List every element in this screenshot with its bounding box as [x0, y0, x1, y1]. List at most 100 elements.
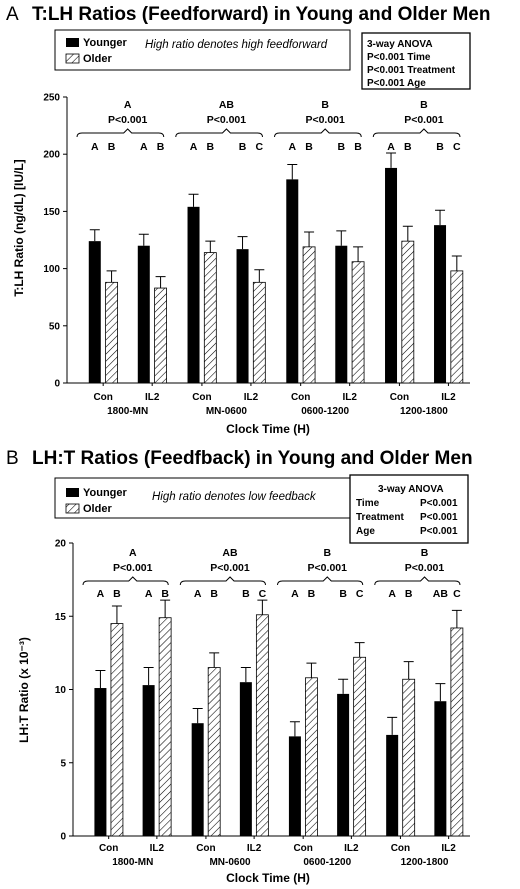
y-tick-label: 100 — [43, 264, 60, 275]
bar-younger — [191, 723, 204, 836]
error-bar-older — [106, 270, 117, 283]
x-tick-label: IL2 — [150, 843, 165, 854]
sig-letter: C — [356, 588, 364, 600]
sig-letter: B — [157, 141, 165, 153]
group-sig-letter: B — [321, 99, 329, 111]
x-tick-label: Con — [293, 843, 312, 854]
group-sig-letter: B — [420, 99, 428, 111]
x-tick-label: IL2 — [244, 392, 259, 403]
anova-b-treatment-p: P<0.001 — [420, 512, 458, 523]
panel-a: A T:LH Ratios (Feedforward) in Young and… — [6, 4, 490, 436]
error-bar-older — [353, 246, 364, 262]
bar-older — [353, 656, 367, 837]
bar-older — [252, 281, 266, 384]
y-tick-label: 0 — [54, 379, 60, 390]
sig-letter: B — [108, 141, 116, 153]
x-group-label: 0600-1200 — [303, 857, 351, 868]
error-bar-younger — [240, 667, 251, 683]
x-tick-label: IL2 — [145, 392, 160, 403]
legend-older-b: Older — [83, 503, 112, 515]
group-bracket — [277, 576, 364, 586]
x-group-label: MN-0600 — [206, 406, 248, 417]
panel-a-label: A — [6, 4, 19, 25]
x-group-label: 1200-1800 — [400, 406, 448, 417]
anova-b-age-p: P<0.001 — [420, 526, 458, 537]
y-tick-label: 5 — [60, 758, 66, 769]
sig-letter: C — [453, 141, 461, 153]
anova-b-time-p: P<0.001 — [420, 498, 458, 509]
bar-younger — [386, 734, 399, 836]
sig-letter: B — [210, 588, 218, 600]
sig-letter: AB — [433, 588, 449, 600]
error-bar-older — [403, 661, 414, 680]
legend-younger-swatch-b — [66, 488, 79, 497]
panel-a-title: T:LH Ratios (Feedforward) in Young and O… — [32, 4, 490, 25]
error-bar-younger — [387, 716, 398, 735]
x-group-label: MN-0600 — [209, 857, 251, 868]
sig-letter: B — [207, 141, 215, 153]
bar-younger — [88, 241, 101, 383]
error-bar-older — [451, 609, 462, 628]
bar-younger — [337, 693, 350, 836]
error-bar-younger — [435, 209, 446, 226]
bar-older — [450, 627, 464, 837]
x-tick-label: IL2 — [344, 843, 359, 854]
anova-b-age: Age — [356, 526, 375, 537]
bar-older — [207, 667, 221, 837]
bar-older — [351, 261, 365, 384]
y-tick-label: 200 — [43, 150, 60, 161]
x-tick-label: Con — [99, 843, 118, 854]
group-bracket — [179, 576, 266, 586]
bar-older — [302, 246, 316, 384]
x-group-label: 1200-1800 — [401, 857, 449, 868]
bar-older — [450, 270, 464, 384]
sig-letter: C — [259, 588, 267, 600]
y-tick-label: 10 — [55, 685, 67, 696]
y-tick-label: 20 — [55, 539, 67, 550]
group-p-value: P<0.001 — [404, 114, 444, 126]
bar-older — [154, 287, 167, 384]
error-bar-older — [160, 599, 171, 618]
bar-younger — [286, 179, 299, 383]
bar-older — [402, 678, 416, 837]
anova-a-line-2: P<0.001 Time — [367, 52, 431, 63]
group-bracket — [82, 576, 169, 586]
bar-younger — [94, 688, 107, 836]
x-tick-label: Con — [291, 392, 310, 403]
error-bar-older — [205, 240, 216, 253]
panel-b-note: High ratio denotes low feedback — [152, 491, 317, 503]
panel-b: B LH:T Ratios (Feedfback) in Young and O… — [6, 448, 473, 885]
group-sig-letter: AB — [219, 99, 235, 111]
sig-letter: C — [256, 141, 264, 153]
sig-letter: A — [140, 141, 148, 153]
error-bar-older — [451, 255, 462, 271]
sig-letter: B — [354, 141, 362, 153]
sig-letter: A — [288, 141, 296, 153]
sig-letter: A — [387, 141, 395, 153]
x-group-label: 0600-1200 — [301, 406, 349, 417]
anova-b-title: 3-way ANOVA — [378, 484, 444, 495]
sig-letter: C — [453, 588, 461, 600]
panel-a-legend: Younger Older High ratio denotes high fe… — [54, 29, 351, 71]
anova-b-time: Time — [356, 498, 380, 509]
error-bar-younger — [188, 193, 199, 207]
legend-older-swatch-b — [65, 503, 80, 514]
error-bar-younger — [435, 683, 446, 702]
bar-younger — [236, 249, 249, 383]
error-bar-older — [257, 599, 268, 615]
x-tick-label: IL2 — [342, 392, 357, 403]
error-bar-older — [111, 605, 122, 624]
y-tick-label: 150 — [43, 207, 60, 218]
group-sig-letter: AB — [222, 547, 238, 559]
anova-a-line-1: 3-way ANOVA — [367, 39, 433, 50]
error-bar-younger — [289, 721, 300, 737]
group-p-value: P<0.001 — [308, 562, 348, 574]
bar-older — [255, 614, 269, 837]
group-p-value: P<0.001 — [108, 114, 148, 126]
legend-younger: Younger — [83, 37, 128, 49]
sig-letter: B — [113, 588, 121, 600]
bar-older — [105, 281, 118, 384]
